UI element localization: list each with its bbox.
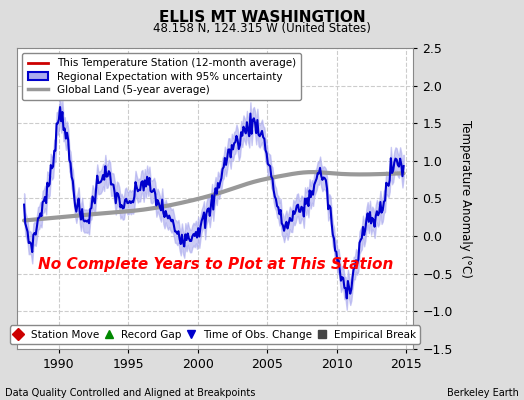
Text: ELLIS MT WASHINGTION: ELLIS MT WASHINGTION [159,10,365,25]
Text: No Complete Years to Plot at This Station: No Complete Years to Plot at This Statio… [38,257,393,272]
Text: Data Quality Controlled and Aligned at Breakpoints: Data Quality Controlled and Aligned at B… [5,388,256,398]
Text: Berkeley Earth: Berkeley Earth [447,388,519,398]
Legend: Station Move, Record Gap, Time of Obs. Change, Empirical Break: Station Move, Record Gap, Time of Obs. C… [10,326,420,344]
Text: 48.158 N, 124.315 W (United States): 48.158 N, 124.315 W (United States) [153,22,371,35]
Y-axis label: Temperature Anomaly (°C): Temperature Anomaly (°C) [460,120,472,278]
